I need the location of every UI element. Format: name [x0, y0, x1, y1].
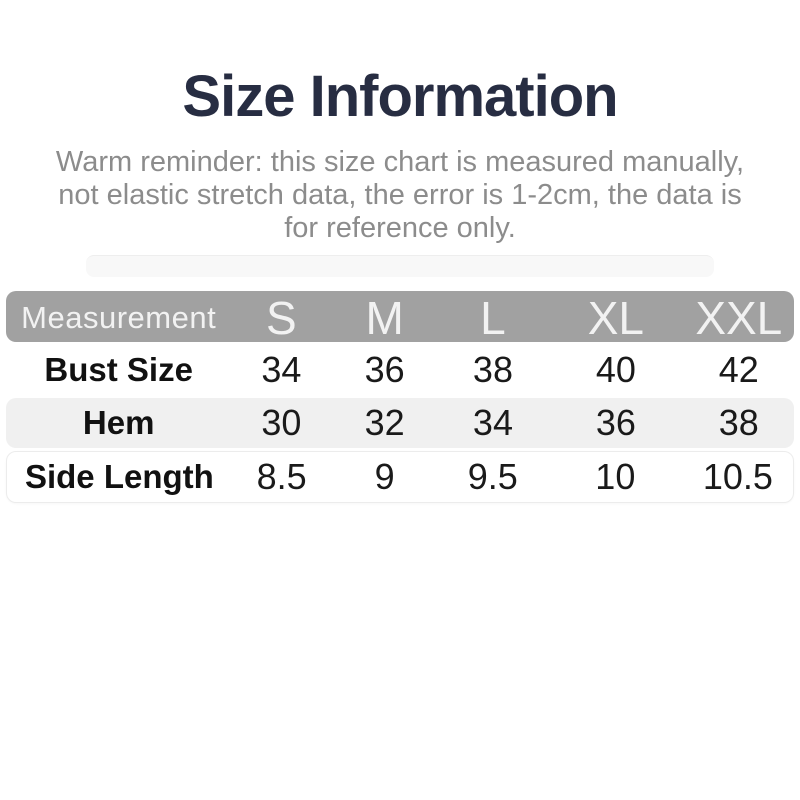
header-cell-xxl: XXL	[695, 292, 783, 344]
table-row-bust-size: Bust Size 34 36 38 40 42	[6, 345, 794, 395]
side-length-l: 9.5	[467, 456, 518, 497]
row-label: Hem	[82, 404, 155, 441]
bust-size-m: 36	[364, 349, 405, 390]
hem-xl: 36	[595, 402, 636, 443]
header-cell-xl: XL	[587, 292, 644, 344]
hem-s: 30	[261, 402, 302, 443]
table-row-hem: Hem 30 32 34 36 38	[6, 398, 794, 448]
reminder-line-3: for reference only.	[284, 212, 516, 244]
size-chart-table: Measurement S M L XL XXL Bust Size 34 36…	[6, 291, 794, 503]
side-length-s: 8.5	[256, 456, 307, 497]
bust-size-s: 34	[261, 349, 302, 390]
faded-watermark-band	[86, 255, 714, 277]
table-row-side-length: Side Length 8.5 9 9.5 10 10.5	[6, 451, 794, 503]
row-label: Bust Size	[44, 351, 193, 388]
reminder-line-2: not elastic stretch data, the error is 1…	[58, 179, 742, 211]
reminder-line-1: Warm reminder: this size chart is measur…	[55, 146, 745, 178]
row-label: Side Length	[24, 458, 214, 495]
table-header-row: Measurement S M L XL XXL	[6, 291, 794, 344]
side-length-xxl: 10.5	[702, 456, 773, 497]
side-length-xl: 10	[595, 456, 636, 497]
header-cell-s: S	[266, 292, 297, 344]
header-cell-m: M	[365, 292, 404, 344]
bust-size-xxl: 42	[718, 349, 759, 390]
page-title: Size Information	[182, 64, 618, 129]
header-cell-measurement: Measurement	[21, 300, 217, 335]
bust-size-xl: 40	[595, 349, 636, 390]
header-cell-l: L	[480, 292, 506, 344]
bust-size-l: 38	[472, 349, 513, 390]
warm-reminder-text: Warm reminder: this size chart is measur…	[0, 146, 800, 245]
hem-l: 34	[472, 402, 513, 443]
hem-m: 32	[364, 402, 405, 443]
hem-xxl: 38	[718, 402, 759, 443]
side-length-m: 9	[374, 456, 395, 497]
